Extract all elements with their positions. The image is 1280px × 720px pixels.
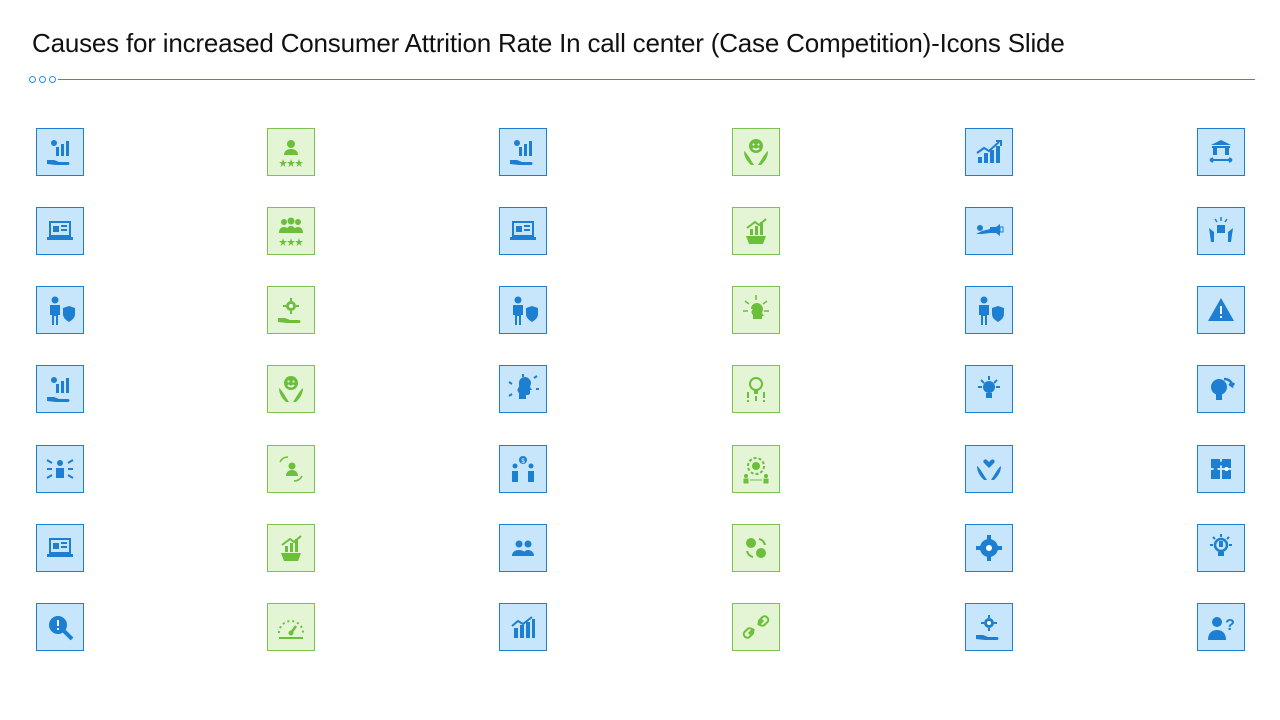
icon-tile [36, 603, 84, 651]
dollar-people-icon: $ [512, 456, 534, 482]
dot [49, 76, 56, 83]
team-rating-stars-icon [279, 217, 303, 246]
puzzle-icon [1211, 459, 1231, 479]
icon-tile [1197, 445, 1245, 493]
hand-growth-chart-icon [47, 377, 70, 402]
icon-tile [499, 603, 547, 651]
bar-chart-trend-icon [511, 616, 535, 638]
icon-tile [732, 445, 780, 493]
laptop-analytics-icon [47, 538, 73, 557]
laptop-analytics-icon [47, 221, 73, 240]
icon-tile [965, 207, 1013, 255]
person-exchange-icon [279, 456, 303, 482]
icon-tile [1197, 286, 1245, 334]
icon-tile [267, 445, 315, 493]
svg-text:$: $ [521, 459, 525, 465]
icon-tile [965, 603, 1013, 651]
icon-tile [267, 207, 315, 255]
broken-link-icon [742, 615, 770, 639]
bank-arrows-icon [1209, 140, 1233, 163]
icon-tile [965, 128, 1013, 176]
team-leader-arrows-icon [46, 459, 74, 479]
icon-tile [499, 286, 547, 334]
warning-icon [1208, 298, 1234, 321]
icon-tile [499, 128, 547, 176]
search-alert-icon [49, 616, 74, 641]
businessman-shield-icon [50, 296, 75, 325]
icon-tile [36, 445, 84, 493]
svg-text:?: ? [1225, 617, 1235, 634]
icon-tile [36, 128, 84, 176]
icon-tile [499, 365, 547, 413]
icon-tile [732, 207, 780, 255]
icon-tile [267, 524, 315, 572]
head-ideas-icon [743, 295, 769, 319]
hand-gear-icon [976, 615, 999, 640]
team-icon [512, 540, 534, 556]
coin-exchange-icon [746, 538, 766, 558]
icon-tile [965, 365, 1013, 413]
growth-chart-icon [976, 140, 1002, 163]
icon-tile [732, 524, 780, 572]
hands-puzzle-icon [1209, 217, 1233, 242]
speedometer-icon [278, 620, 304, 639]
icon-tile [499, 524, 547, 572]
businessman-shield-icon [979, 296, 1004, 325]
bulb-arrow-icon [1211, 377, 1236, 400]
laptop-analytics-icon [510, 221, 536, 240]
gear-growth-chart-icon [746, 218, 767, 244]
icon-tile [965, 286, 1013, 334]
head-arrows-icon [508, 374, 539, 399]
icon-tile [499, 207, 547, 255]
icon-tile [1197, 207, 1245, 255]
icon-tile [732, 286, 780, 334]
hand-growth-chart-icon [47, 140, 70, 165]
icon-tile [36, 365, 84, 413]
smiley-hands-icon [279, 376, 303, 402]
title-underline [58, 79, 1255, 80]
hand-growth-chart-icon [510, 140, 533, 165]
icon-tile [36, 207, 84, 255]
icon-tile [1197, 128, 1245, 176]
person-question-icon: ? [1208, 617, 1235, 640]
icon-tile [965, 524, 1013, 572]
icon-tile [1197, 365, 1245, 413]
person-rating-stars-icon [279, 140, 303, 167]
slide-title: Causes for increased Consumer Attrition … [32, 28, 1065, 58]
icon-tile [732, 365, 780, 413]
bulb-alert-icon [747, 377, 765, 402]
icon-tile [267, 603, 315, 651]
icon-tile [732, 603, 780, 651]
icon-tile: $ [499, 445, 547, 493]
icon-tile [267, 365, 315, 413]
icon-tile [267, 128, 315, 176]
dot [29, 76, 36, 83]
icon-tile [732, 128, 780, 176]
lightbulb-idea-icon [1210, 534, 1232, 556]
gear-people-icon [743, 457, 769, 484]
businessman-shield-icon [513, 296, 538, 325]
icon-tile [36, 524, 84, 572]
hand-gear-icon [278, 298, 301, 323]
icon-tile [1197, 524, 1245, 572]
lightbulb-icon [978, 376, 1000, 398]
smiley-hands-icon [744, 139, 768, 165]
heart-hands-icon [977, 459, 1001, 480]
icon-tile [267, 286, 315, 334]
megaphone-icon [976, 224, 1004, 236]
icon-tile: ? [1197, 603, 1245, 651]
dot [39, 76, 46, 83]
icon-tile [965, 445, 1013, 493]
gear-growth-chart-icon [281, 535, 302, 561]
gear-network-icon [976, 535, 1002, 561]
title-decoration-dots [29, 76, 56, 83]
icon-tile [36, 286, 84, 334]
